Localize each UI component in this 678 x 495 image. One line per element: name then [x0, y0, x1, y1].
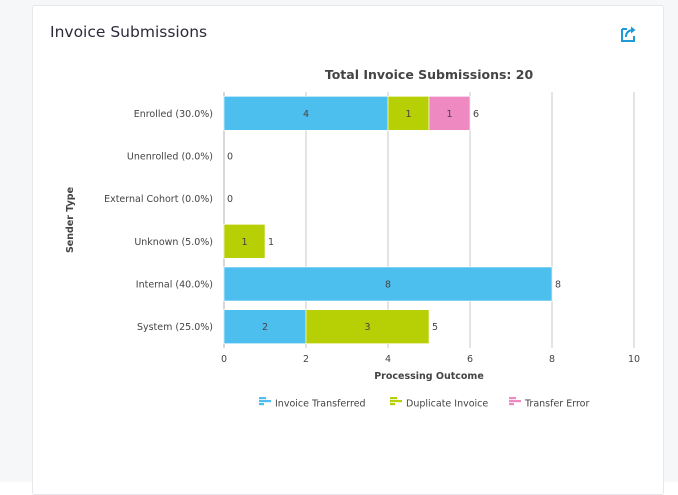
- bar-segment-label: 1: [405, 109, 411, 120]
- y-tick-label: External Cohort (0.0%): [104, 194, 213, 205]
- bar-total-label: 8: [555, 280, 561, 291]
- y-tick-label: Unknown (5.0%): [134, 237, 213, 248]
- y-tick-label: Enrolled (30.0%): [134, 109, 213, 120]
- legend-bar-icon: [390, 397, 402, 406]
- y-axis-label: Sender Type: [65, 187, 76, 253]
- x-tick-label-4: 4: [385, 354, 391, 365]
- card-title: Invoice Submissions: [50, 23, 208, 41]
- bar-segment: [223, 309, 307, 344]
- bar-total-label: 1: [268, 237, 274, 248]
- bar-segment: [223, 96, 389, 131]
- bar-total-label: 0: [227, 152, 233, 163]
- bar-segment-label: 8: [385, 280, 391, 291]
- legend-bar-icon: [259, 397, 271, 406]
- bar-segment-label: 4: [303, 109, 309, 120]
- x-tick-label-8: 8: [549, 354, 555, 365]
- bar-segment: [305, 309, 430, 344]
- x-tick-label-10: 10: [628, 354, 640, 365]
- y-tick-label: Unenrolled (0.0%): [127, 152, 213, 163]
- bar-segment: [223, 266, 553, 302]
- x-axis-label: Processing Outcome: [374, 371, 484, 382]
- x-tick-label-2: 2: [303, 354, 309, 365]
- y-tick-label: System (25.0%): [137, 322, 213, 333]
- chart-title: Total Invoice Submissions: 20: [325, 67, 534, 82]
- bar-segment-label: 1: [241, 237, 247, 248]
- legend-label: Invoice Transferred: [275, 399, 366, 410]
- bar-segment: [223, 224, 266, 259]
- legend-bar-icon: [509, 397, 521, 406]
- y-tick-label: Internal (40.0%): [136, 280, 213, 291]
- bar-total-label: 0: [227, 194, 233, 205]
- bar-total-label: 5: [432, 322, 438, 333]
- export-button[interactable]: [619, 24, 639, 44]
- legend-item[interactable]: Transfer Error: [509, 397, 589, 410]
- legend-item[interactable]: Duplicate Invoice: [390, 397, 488, 410]
- invoice-submissions-card: Invoice Submissions: [32, 5, 664, 495]
- bar-segment-label: 3: [364, 322, 370, 333]
- bar-total-label: 6: [473, 109, 479, 120]
- legend-item[interactable]: Invoice Transferred: [259, 397, 366, 410]
- bar-segment: [387, 96, 430, 131]
- bar-segment: [428, 96, 471, 131]
- bar-chart: Total Invoice Submissions: 200 2 4 6 8 10Proc…: [65, 67, 640, 410]
- export-icon: [621, 26, 636, 42]
- x-tick-label-0: 0: [221, 354, 227, 365]
- bar-segment-label: 2: [262, 322, 268, 333]
- legend-label: Transfer Error: [524, 399, 589, 410]
- legend-label: Duplicate Invoice: [406, 399, 488, 410]
- bar-segment-label: 1: [446, 109, 452, 120]
- x-tick-label-6: 6: [467, 354, 473, 365]
